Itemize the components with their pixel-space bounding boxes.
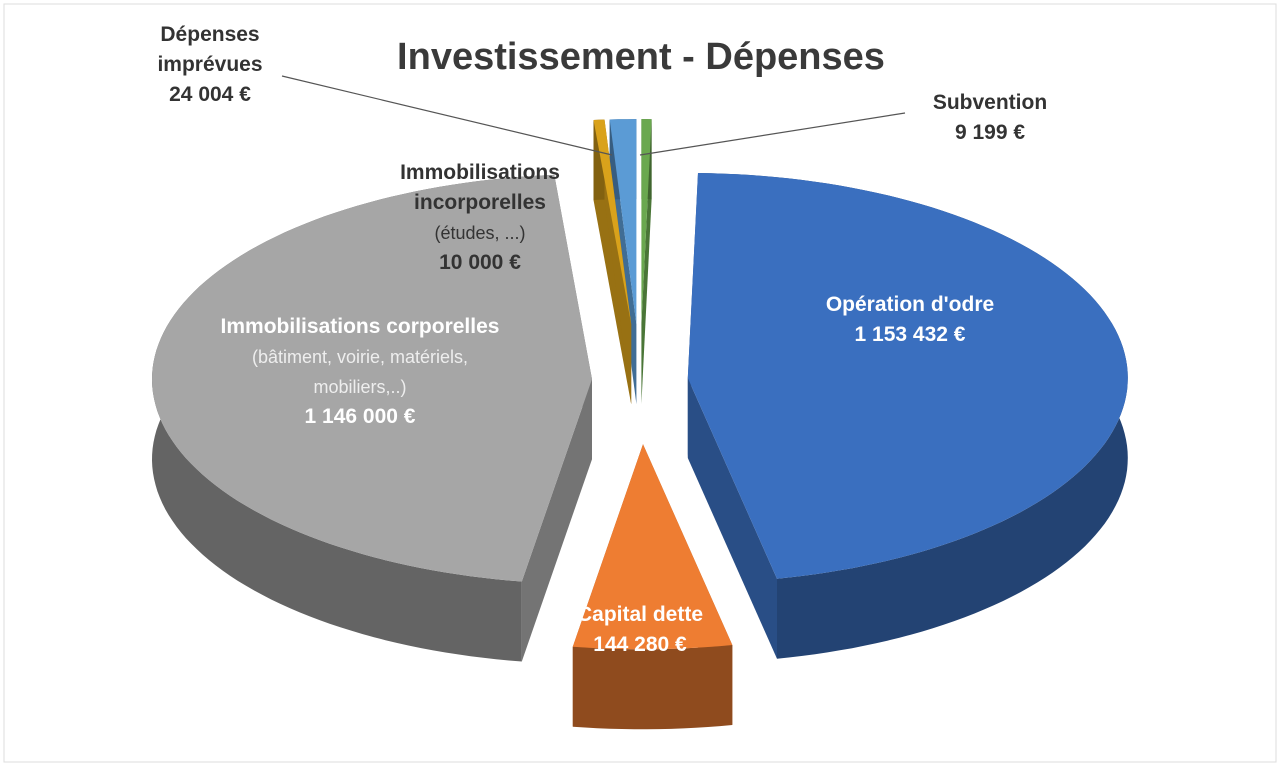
category-name: Subvention: [932, 91, 1048, 114]
slice-label: Immobilisations corporelles (bâtiment, vo…: [210, 312, 510, 432]
slice-label: Capital dette 144 280 €: [560, 600, 720, 660]
category-name: Opération d'odre: [825, 293, 995, 316]
category-name: Dépenses imprévues: [157, 23, 263, 76]
value-label: 24 004 €: [169, 83, 251, 106]
category-name: Immobilisations incorporelles: [400, 161, 560, 214]
slice-label: Immobilisations incorporelles (études, ..…: [375, 158, 585, 278]
value-label: 144 280 €: [593, 633, 687, 656]
slice-side: [572, 645, 733, 730]
slice: [572, 444, 733, 650]
slice: [687, 173, 1128, 579]
slice: [609, 119, 637, 325]
slice-label: Subvention 9 199 €: [910, 88, 1070, 148]
category-name: Immobilisations corporelles: [220, 315, 500, 338]
slice-label: Dépenses imprévues 24 004 €: [120, 20, 300, 110]
slice-wall: [687, 378, 777, 659]
category-detail: (bâtiment, voirie, matériels, mobiliers,…: [251, 347, 469, 397]
slice: [641, 119, 652, 325]
category-name: Capital dette: [576, 603, 704, 626]
value-label: 10 000 €: [439, 251, 521, 274]
slice-wall: [521, 379, 592, 662]
slice-label: Opération d'odre 1 153 432 €: [770, 290, 1050, 350]
category-detail: (études, ...): [434, 223, 526, 243]
value-label: 1 146 000 €: [304, 405, 416, 428]
leader-line: [281, 75, 613, 156]
value-label: 1 153 432 €: [854, 323, 966, 346]
slice: [593, 119, 632, 325]
value-label: 9 199 €: [954, 121, 1026, 144]
frame: [3, 3, 1277, 763]
slice: [152, 174, 592, 582]
chart-title: Investissement - Dépenses: [397, 36, 885, 78]
leader-line: [639, 112, 906, 156]
